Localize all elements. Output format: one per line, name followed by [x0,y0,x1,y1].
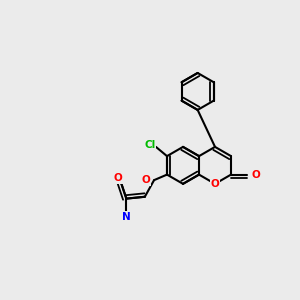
Text: Cl: Cl [144,140,155,150]
Text: O: O [252,169,260,180]
Text: O: O [113,173,122,183]
Text: O: O [211,179,219,189]
Text: N: N [122,212,131,222]
Text: O: O [142,175,150,185]
